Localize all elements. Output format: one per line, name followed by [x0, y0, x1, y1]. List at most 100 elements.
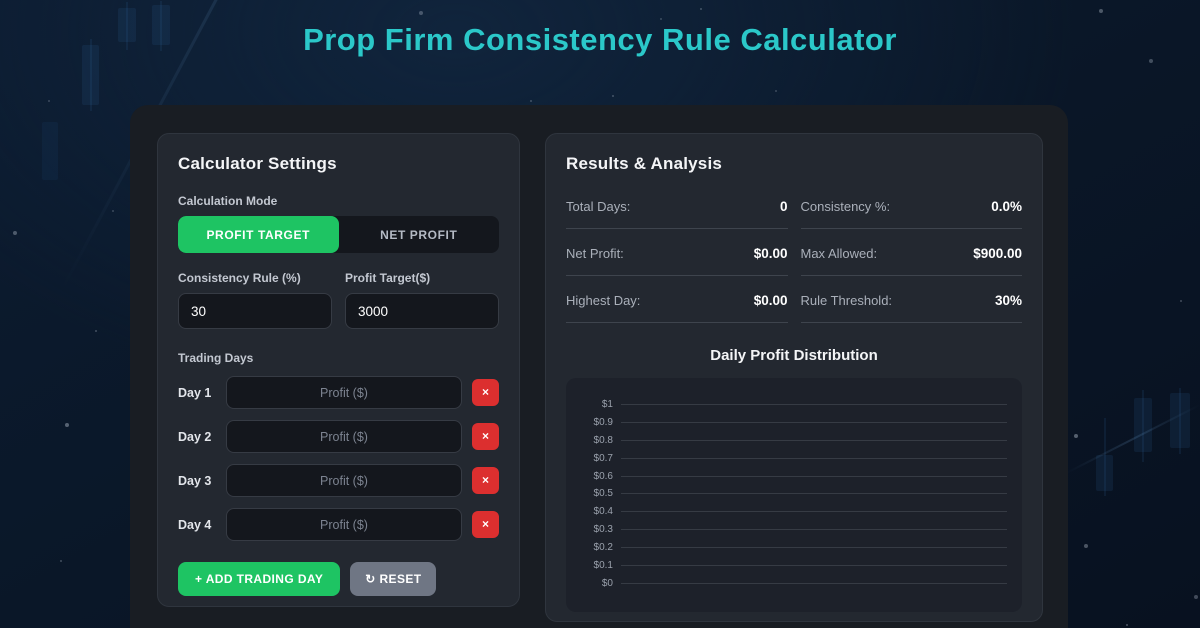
y-tick-label: $0.4 [593, 506, 613, 518]
profit-target-input[interactable] [345, 293, 499, 329]
trading-days-label: Trading Days [178, 351, 254, 365]
stat-highest-day: Highest Day: $0.00 [566, 293, 788, 323]
y-tick-label: $0.9 [593, 416, 613, 428]
stat-value: $0.00 [753, 246, 788, 261]
day-profit-input[interactable] [226, 420, 462, 453]
chart-gridline-row: $0.4 [579, 506, 1007, 517]
stat-value: 30% [994, 293, 1022, 308]
candlestick-decoration [1134, 398, 1152, 452]
calculator-settings-card: Calculator Settings Calculation Mode PRO… [157, 133, 520, 607]
chart-gridline-row: $0.2 [579, 542, 1007, 553]
y-tick-label: $0.6 [593, 470, 613, 482]
trading-day-row: Day 4 × [178, 508, 499, 541]
day-profit-input[interactable] [226, 464, 462, 497]
stat-label: Consistency %: [800, 199, 891, 214]
gridline [621, 529, 1007, 531]
chart-gridline-row: $0.8 [579, 435, 1007, 446]
stat-total-days: Total Days: 0 [566, 199, 788, 229]
trading-day-row: Day 1 × [178, 376, 499, 409]
toggle-profit-target[interactable]: PROFIT TARGET [178, 216, 339, 253]
remove-day-button[interactable]: × [472, 511, 499, 538]
day-label: Day 4 [178, 517, 212, 532]
stat-label: Max Allowed: [800, 246, 878, 261]
candlestick-decoration [1096, 455, 1113, 491]
stat-value: $0.00 [753, 293, 788, 308]
stat-label: Total Days: [566, 199, 631, 214]
calculation-mode-toggle: PROFIT TARGET NET PROFIT [178, 216, 499, 253]
day-label: Day 1 [178, 385, 212, 400]
results-analysis-card: Results & Analysis Total Days: 0 Consist… [545, 133, 1043, 622]
y-tick-label: $0 [601, 577, 613, 589]
chart-title: Daily Profit Distribution [710, 347, 878, 364]
chart-gridline-row: $1 [579, 399, 1007, 410]
background-stars [0, 0, 2, 2]
candlestick-decoration [118, 8, 136, 42]
stats-grid: Total Days: 0 Consistency %: 0.0% Net Pr… [566, 199, 1022, 323]
stat-net-profit: Net Profit: $0.00 [566, 246, 788, 276]
gridline [621, 547, 1007, 549]
remove-day-button[interactable]: × [472, 423, 499, 450]
gridline [621, 582, 1007, 584]
page-title: Prop Firm Consistency Rule Calculator [303, 22, 897, 57]
close-icon: × [481, 517, 489, 531]
calculator-container: Calculator Settings Calculation Mode PRO… [130, 105, 1068, 628]
gridline [621, 457, 1007, 459]
close-icon: × [481, 385, 489, 399]
reset-button[interactable]: ↻ RESET [350, 562, 437, 596]
candlestick-decoration [1170, 393, 1190, 448]
close-icon: × [481, 473, 489, 487]
y-tick-label: $0.3 [593, 524, 613, 536]
gridline [621, 421, 1007, 423]
close-icon: × [481, 429, 489, 443]
profit-target-label: Profit Target($) [345, 271, 431, 285]
stat-label: Net Profit: [566, 246, 624, 261]
stat-max-allowed: Max Allowed: $900.00 [800, 246, 1022, 276]
chart-gridline-row: $0.3 [579, 524, 1007, 535]
chart-gridline-row: $0.5 [579, 488, 1007, 499]
chart-gridline-row: $0.7 [579, 453, 1007, 464]
trading-day-row: Day 3 × [178, 464, 499, 497]
gridline [621, 565, 1007, 567]
stat-label: Rule Threshold: [800, 293, 893, 308]
results-heading: Results & Analysis [566, 154, 723, 173]
gridline [621, 439, 1007, 441]
gridline [621, 404, 1007, 405]
chart-gridline-row: $0.1 [579, 560, 1007, 571]
y-tick-label: $1 [601, 399, 613, 410]
remove-day-button[interactable]: × [472, 379, 499, 406]
trading-day-row: Day 2 × [178, 420, 499, 453]
y-tick-label: $0.5 [593, 488, 613, 500]
add-trading-day-button[interactable]: + ADD TRADING DAY [178, 562, 341, 596]
stat-rule-threshold: Rule Threshold: 30% [800, 293, 1022, 323]
chart-gridline-row: $0.9 [579, 417, 1007, 428]
stat-value: $900.00 [973, 246, 1022, 261]
gridline [621, 493, 1007, 495]
reset-icon: ↻ [365, 572, 376, 586]
toggle-net-profit[interactable]: NET PROFIT [380, 227, 458, 242]
day-label: Day 2 [178, 429, 212, 444]
settings-heading: Calculator Settings [178, 154, 337, 173]
day-profit-input[interactable] [226, 508, 462, 541]
consistency-rule-label: Consistency Rule (%) [178, 271, 301, 285]
reset-button-label: RESET [379, 572, 422, 586]
stat-value: 0.0% [991, 199, 1022, 214]
day-label: Day 3 [178, 473, 212, 488]
gridline [621, 475, 1007, 477]
y-tick-label: $0.8 [593, 434, 613, 446]
remove-day-button[interactable]: × [472, 467, 499, 494]
stat-value: 0 [779, 199, 788, 214]
day-profit-input[interactable] [226, 376, 462, 409]
candlestick-decoration [152, 5, 170, 45]
stat-label: Highest Day: [566, 293, 641, 308]
y-tick-label: $0.7 [593, 452, 613, 464]
candlestick-decoration [82, 45, 99, 105]
gridline [621, 511, 1007, 513]
calculation-mode-label: Calculation Mode [178, 194, 278, 208]
consistency-rule-input[interactable] [178, 293, 332, 329]
chart-gridline-row: $0 [579, 578, 1007, 589]
y-tick-label: $0.1 [593, 560, 613, 572]
y-tick-label: $0.2 [593, 542, 613, 554]
chart-gridline-row: $0.6 [579, 471, 1007, 482]
candlestick-decoration [42, 122, 58, 180]
stat-consistency-pct: Consistency %: 0.0% [800, 199, 1022, 229]
